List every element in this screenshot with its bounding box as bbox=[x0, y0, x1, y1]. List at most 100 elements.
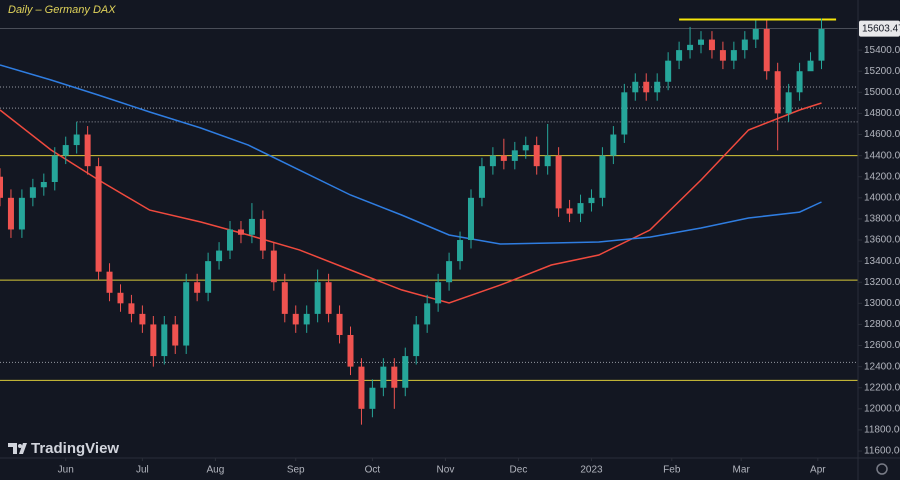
candle-body bbox=[719, 50, 726, 61]
candle-body bbox=[314, 282, 321, 314]
candle-body bbox=[500, 155, 507, 161]
candle-body bbox=[325, 282, 332, 314]
candle-body bbox=[566, 208, 573, 214]
candle-body bbox=[139, 313, 146, 325]
moving-average bbox=[0, 102, 822, 304]
candle-body bbox=[29, 187, 36, 198]
candle-body bbox=[478, 166, 485, 198]
x-tick-label: Dec bbox=[510, 465, 528, 476]
candle-body bbox=[467, 197, 474, 241]
candle-body bbox=[632, 81, 639, 93]
y-tick-label: 11600.00 bbox=[864, 446, 900, 457]
candle-body bbox=[358, 366, 365, 409]
candle-body bbox=[654, 81, 661, 93]
y-tick-label: 13000.00 bbox=[864, 298, 900, 309]
candle-body bbox=[183, 282, 190, 346]
x-tick-label: Jul bbox=[136, 465, 149, 476]
candle-body bbox=[18, 197, 25, 230]
candle-body bbox=[40, 181, 47, 188]
candle-body bbox=[544, 155, 551, 167]
x-tick-label: Jun bbox=[58, 465, 74, 476]
y-tick-label: 12000.00 bbox=[864, 403, 900, 414]
candle-body bbox=[51, 155, 58, 182]
x-tick-label: Oct bbox=[365, 465, 381, 476]
candle-body bbox=[95, 166, 102, 272]
candle-body bbox=[7, 197, 14, 230]
candle-body bbox=[380, 366, 387, 388]
x-tick-label: Nov bbox=[437, 465, 455, 476]
candle-body bbox=[424, 303, 431, 325]
candle-body bbox=[555, 155, 562, 209]
candle-body bbox=[106, 271, 113, 293]
settings-icon[interactable] bbox=[876, 463, 888, 475]
y-tick-label: 14400.00 bbox=[864, 150, 900, 161]
candle-body bbox=[205, 261, 212, 293]
candle-body bbox=[369, 387, 376, 409]
candle-body bbox=[336, 313, 343, 335]
x-tick-label: Aug bbox=[207, 465, 225, 476]
candle-body bbox=[708, 39, 715, 51]
y-tick-label: 13200.00 bbox=[864, 277, 900, 288]
y-tick-label: 12400.00 bbox=[864, 361, 900, 372]
x-tick-label: Sep bbox=[287, 465, 305, 476]
y-tick-label: 13400.00 bbox=[864, 256, 900, 267]
brand-logo: TradingView bbox=[8, 440, 119, 457]
candle-body bbox=[741, 39, 748, 51]
candle-body bbox=[511, 150, 518, 161]
candle-body bbox=[687, 44, 694, 51]
candle-body bbox=[161, 324, 168, 357]
candle-body bbox=[533, 145, 540, 167]
candle-body bbox=[281, 282, 288, 314]
candle-body bbox=[665, 60, 672, 82]
candle-body bbox=[0, 176, 3, 198]
y-tick-label: 15200.00 bbox=[864, 66, 900, 77]
logo-icon bbox=[8, 443, 27, 454]
x-tick-label: Apr bbox=[810, 465, 826, 476]
candle-body bbox=[774, 71, 781, 114]
candle-body bbox=[435, 282, 442, 304]
x-tick-label: 2023 bbox=[580, 465, 603, 476]
candle-body bbox=[391, 366, 398, 388]
candle-body bbox=[84, 134, 91, 167]
candle-body bbox=[489, 155, 496, 167]
candle-body bbox=[457, 240, 464, 262]
candle-body bbox=[117, 292, 124, 304]
candle-body bbox=[227, 229, 234, 251]
candle-body bbox=[413, 324, 420, 357]
candle-body bbox=[610, 134, 617, 156]
candle-body bbox=[599, 155, 606, 198]
candle-body bbox=[730, 50, 737, 61]
y-tick-label: 14000.00 bbox=[864, 192, 900, 203]
moving-average bbox=[0, 64, 822, 245]
plot-area bbox=[0, 18, 858, 425]
candle-body bbox=[73, 134, 80, 146]
candle-body bbox=[194, 282, 201, 293]
candle-body bbox=[303, 313, 310, 325]
candle-body bbox=[259, 218, 266, 251]
candle-body bbox=[763, 29, 770, 72]
x-tick-label: Feb bbox=[663, 465, 681, 476]
y-tick-label: 14600.00 bbox=[864, 129, 900, 140]
candle-body bbox=[237, 229, 244, 235]
y-tick-label: 14800.00 bbox=[864, 108, 900, 119]
y-tick-label: 13600.00 bbox=[864, 235, 900, 246]
y-tick-label: 12600.00 bbox=[864, 340, 900, 351]
chart-title: Daily – Germany DAX bbox=[8, 4, 116, 16]
y-tick-label: 15400.00 bbox=[864, 45, 900, 56]
candle-body bbox=[698, 39, 705, 45]
candle-body bbox=[807, 60, 814, 72]
y-tick-label: 14200.00 bbox=[864, 171, 900, 182]
candle-body bbox=[446, 261, 453, 283]
candle-body bbox=[172, 324, 179, 346]
candle-body bbox=[347, 334, 354, 367]
candle-body bbox=[621, 92, 628, 135]
y-tick-label: 12200.00 bbox=[864, 382, 900, 393]
settings-gear[interactable] bbox=[876, 463, 888, 475]
candle-body bbox=[643, 81, 650, 93]
candle-body bbox=[796, 71, 803, 93]
candle-body bbox=[128, 303, 135, 314]
candle-body bbox=[676, 50, 683, 61]
candle-body bbox=[818, 29, 825, 61]
